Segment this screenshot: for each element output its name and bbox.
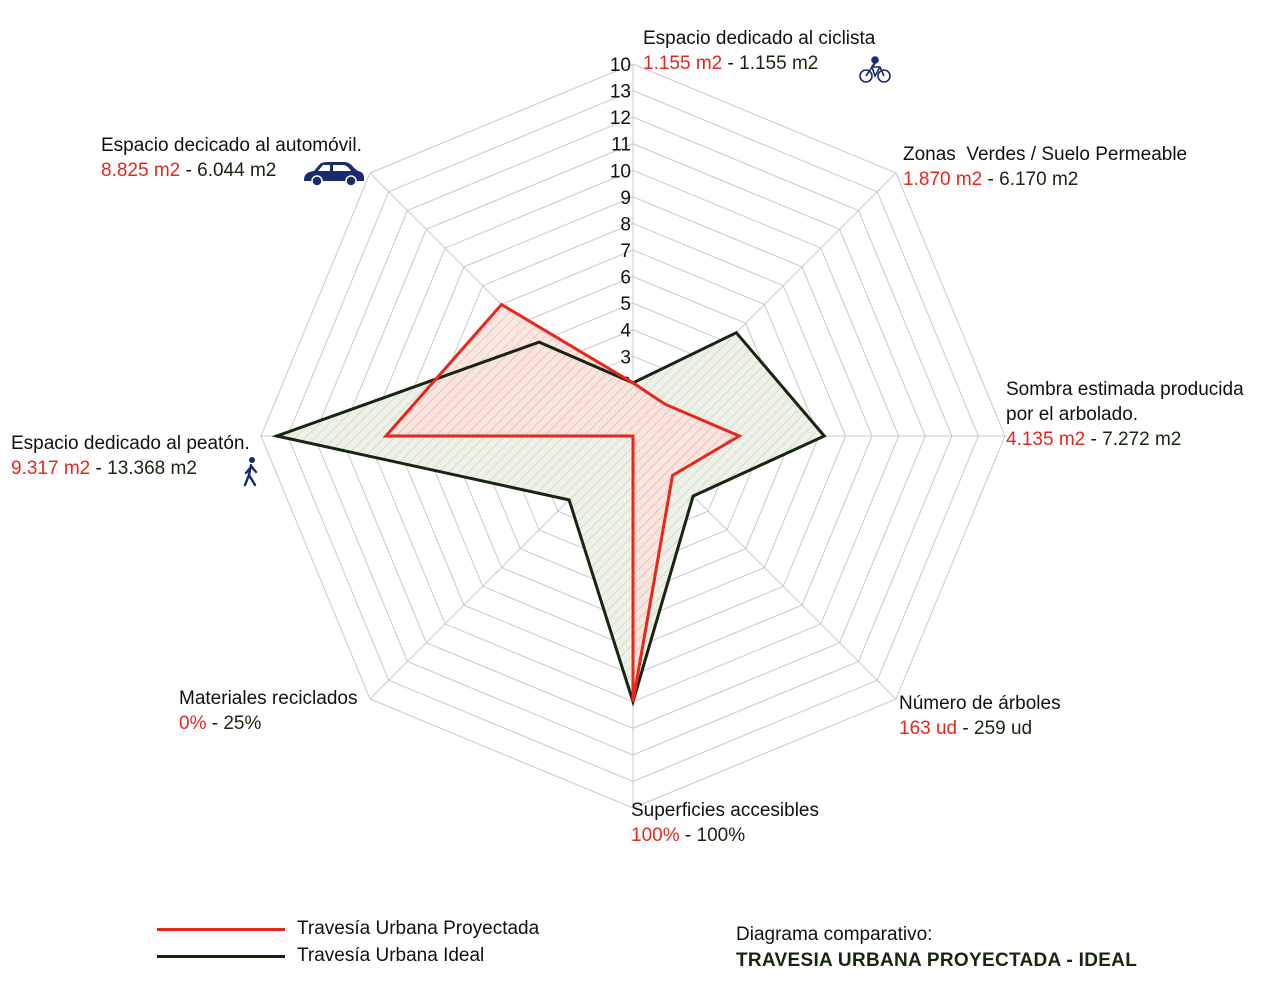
axis-values: 163 ud - 259 ud	[899, 718, 1033, 739]
axis-title: Espacio decicado al automóvil.	[101, 135, 362, 156]
scale-tick-label: 10	[610, 161, 631, 182]
car-icon	[304, 162, 364, 187]
axis-label-automovil: Espacio decicado al automóvil. 8.825 m2 …	[101, 133, 362, 183]
axis-label-ciclista: Espacio dedicado al ciclista 1.155 m2 - …	[643, 26, 875, 76]
legend-label: Travesía Urbana Ideal	[297, 945, 485, 966]
caption-title: TRAVESIA URBANA PROYECTADA - IDEAL	[736, 950, 1138, 971]
value-proyectada: 163 ud	[899, 718, 958, 739]
axis-values: 4.135 m2 - 7.272 m2	[1006, 429, 1182, 450]
value-proyectada: 8.825 m2	[101, 160, 181, 181]
value-ideal: 259 ud	[974, 718, 1033, 739]
value-ideal: 13.368 m2	[107, 458, 197, 479]
radar-series	[271, 302, 827, 707]
value-proyectada: 1.870 m2	[903, 169, 983, 190]
value-ideal: 7.272 m2	[1102, 429, 1182, 450]
bicycle-icon	[859, 56, 891, 83]
axis-title-line2: por el arbolado.	[1006, 404, 1139, 425]
scale-tick-label: 4	[620, 321, 631, 342]
axis-label-verdes: Zonas Verdes / Suelo Permeable 1.870 m2 …	[903, 142, 1187, 192]
scale-tick-label: 5	[620, 294, 631, 315]
legend-swatch-ideal	[157, 955, 285, 958]
axis-values: 1.155 m2 - 1.155 m2	[643, 53, 819, 74]
axis-values: 0% - 25%	[179, 713, 262, 734]
caption-line1: Diagrama comparativo:	[736, 924, 933, 945]
scale-tick-label: 7	[620, 241, 631, 262]
series-area-proyectada	[385, 304, 740, 702]
axis-title: Espacio dedicado al peatón.	[11, 433, 250, 454]
axis-label-sombra: Sombra estimada producida por el arbolad…	[1006, 377, 1244, 452]
value-ideal: 25%	[223, 713, 262, 734]
pedestrian-icon	[243, 457, 258, 487]
scale-tick-label: 3	[620, 347, 631, 368]
scale-tick-label: 6	[620, 268, 631, 289]
legend-label: Travesía Urbana Proyectada	[297, 918, 540, 939]
value-proyectada: 1.155 m2	[643, 53, 723, 74]
series-line-proyectada	[382, 302, 743, 702]
scale-tick-label: 9	[620, 188, 631, 209]
axis-title: Zonas Verdes / Suelo Permeable	[903, 144, 1188, 165]
chart-caption: Diagrama comparativo: TRAVESIA URBANA PR…	[736, 922, 1137, 974]
axis-values: 8.825 m2 - 6.044 m2	[101, 160, 277, 181]
axis-title-line1: Sombra estimada producida	[1006, 379, 1244, 400]
value-proyectada: 9.317 m2	[11, 458, 91, 479]
axis-label-arboles: Número de árboles 163 ud - 259 ud	[899, 691, 1061, 741]
scale-tick-label: 10	[610, 55, 631, 76]
axis-label-accesibles: Superficies accesibles 100% - 100%	[631, 798, 819, 848]
axis-title: Número de árboles	[899, 693, 1061, 714]
axis-label-peaton: Espacio dedicado al peatón. 9.317 m2 - 1…	[11, 431, 250, 481]
axis-label-reciclados: Materiales reciclados 0% - 25%	[179, 686, 357, 736]
value-ideal: 6.044 m2	[197, 160, 277, 181]
value-proyectada: 100%	[631, 825, 680, 846]
value-proyectada: 4.135 m2	[1006, 429, 1086, 450]
scale-tick-label: 11	[611, 135, 631, 156]
value-proyectada: 0%	[179, 713, 207, 734]
scale-tick-label: 8	[620, 214, 631, 235]
axis-title: Espacio dedicado al ciclista	[643, 28, 876, 49]
scale-tick-label: 12	[610, 108, 631, 129]
axis-icons	[243, 56, 891, 487]
scale-tick-label: 13	[610, 82, 631, 103]
axis-values: 100% - 100%	[631, 825, 746, 846]
axis-title: Superficies accesibles	[631, 800, 819, 821]
value-ideal: 6.170 m2	[999, 169, 1079, 190]
value-ideal: 100%	[696, 825, 746, 846]
axis-title: Materiales reciclados	[179, 688, 358, 709]
axis-values: 9.317 m2 - 13.368 m2	[11, 458, 197, 479]
legend-swatch-proyectada	[157, 928, 285, 931]
axis-values: 1.870 m2 - 6.170 m2	[903, 169, 1079, 190]
value-ideal: 1.155 m2	[739, 53, 819, 74]
